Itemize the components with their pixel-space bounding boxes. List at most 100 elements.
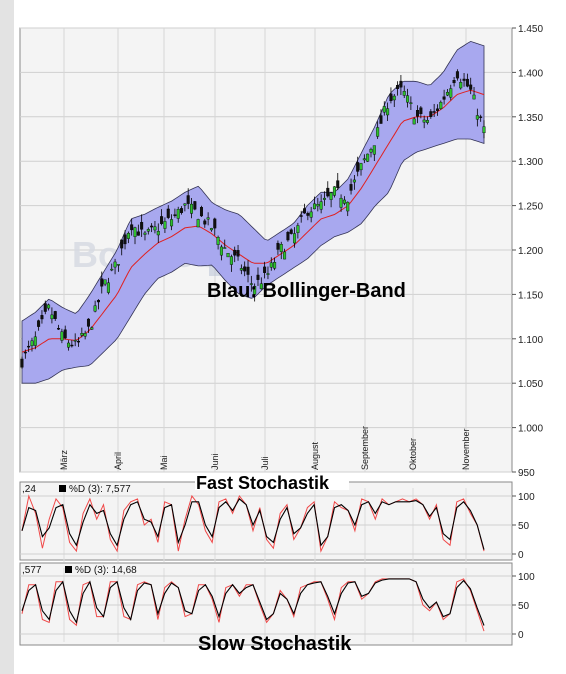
candle-body: [412, 118, 416, 125]
candle-body: [326, 187, 330, 197]
candle-body: [146, 229, 150, 232]
candle-body: [249, 283, 253, 285]
candle-body: [386, 108, 390, 116]
candle-body: [233, 249, 237, 256]
candle-body: [452, 80, 456, 84]
candle-body: [196, 219, 200, 228]
candle-body: [482, 126, 486, 134]
candle-body: [382, 106, 386, 113]
fast-stochastic-axis-ticks: 100 50 0: [512, 492, 535, 561]
moving-average-path: [21, 89, 485, 353]
candle-body: [93, 305, 97, 312]
candle-body: [83, 333, 87, 337]
candle-body: [475, 115, 479, 120]
candle-body: [30, 340, 34, 347]
month-label: Mai: [159, 455, 169, 470]
candle-body: [113, 261, 117, 268]
candle-body: [472, 94, 476, 100]
candle-body: [236, 250, 240, 257]
month-label: April: [113, 452, 123, 470]
candle-body: [256, 274, 260, 280]
slow-stochastic-axis-ticks: 100 50 0: [512, 572, 535, 641]
candle-body: [150, 225, 154, 228]
candle-body: [50, 314, 54, 320]
price-tick-label: 1.250: [518, 202, 543, 213]
candle-body: [276, 242, 280, 250]
candle-body: [319, 201, 323, 210]
candle-body: [67, 342, 71, 348]
candle-body: [432, 111, 436, 113]
candle-body: [33, 336, 37, 346]
slow-stochastic-tick-label: 0: [518, 630, 524, 641]
candle-body: [183, 203, 187, 206]
candle-body: [273, 262, 277, 269]
candlesticks: [20, 69, 486, 369]
fast-legend-value: ,24: [22, 484, 36, 495]
candle-body: [60, 331, 64, 341]
month-label: August: [310, 441, 320, 470]
candle-body: [286, 232, 290, 241]
left-panel-strip: [0, 0, 14, 674]
month-label: März: [59, 450, 69, 470]
candle-body: [219, 246, 223, 256]
candle-body: [120, 239, 124, 249]
month-label: September: [360, 426, 370, 470]
candle-body: [263, 266, 267, 273]
candle-body: [57, 328, 61, 330]
candle-body: [435, 108, 439, 111]
candle-body: [465, 78, 469, 87]
candle-body: [130, 224, 134, 231]
price-tick-label: 1.150: [518, 290, 543, 301]
candle-body: [126, 232, 130, 239]
candle-body: [356, 162, 360, 172]
candle-body: [77, 340, 81, 343]
slow-legend-label: %D (3): 14,68: [75, 565, 137, 576]
candle-body: [445, 91, 449, 96]
slow-stochastic-tick-label: 50: [518, 601, 530, 612]
candle-body: [153, 226, 157, 231]
fast-stochastic-title: Fast Stochastik: [196, 473, 330, 493]
candle-body: [213, 218, 217, 229]
candle-body: [253, 286, 257, 295]
candle-body: [73, 340, 77, 342]
candle-body: [90, 327, 94, 330]
price-gridlines: [20, 27, 512, 473]
candle-body: [289, 229, 293, 234]
candle-body: [186, 195, 190, 204]
candle-body: [449, 88, 453, 98]
candle-body: [133, 227, 137, 237]
month-label: November: [461, 428, 471, 470]
candle-body: [86, 318, 90, 327]
candle-body: [406, 95, 410, 103]
candle-body: [399, 80, 403, 88]
candle-body: [190, 203, 194, 214]
candle-body: [170, 219, 174, 227]
candle-body: [199, 207, 203, 217]
slow-legend-value: ,577: [22, 565, 42, 576]
fast-stochastic-k-line: [21, 494, 485, 553]
candle-body: [339, 197, 343, 208]
candle-body: [316, 204, 320, 207]
candle-body: [180, 208, 184, 213]
bollinger-annotation: Blau: Bollinger-Band: [207, 280, 406, 302]
candle-body: [392, 95, 396, 101]
fast-stochastic-tick-label: 50: [518, 521, 530, 532]
slow-stochastic-tick-label: 100: [518, 572, 535, 583]
candle-body: [462, 78, 466, 81]
fast-legend-swatch: [59, 485, 66, 492]
candle-body: [376, 127, 380, 137]
candle-body: [193, 201, 197, 210]
candle-body: [309, 211, 313, 218]
candle-body: [322, 197, 326, 200]
candle-body: [116, 264, 120, 266]
candle-body: [469, 84, 473, 90]
moving-average-line: [21, 89, 485, 353]
candle-body: [439, 101, 443, 109]
candle-body: [106, 282, 110, 293]
candle-body: [176, 208, 180, 219]
candle-body: [349, 184, 353, 191]
candle-body: [332, 186, 336, 196]
candle-body: [396, 85, 400, 89]
candle-body: [166, 208, 170, 218]
